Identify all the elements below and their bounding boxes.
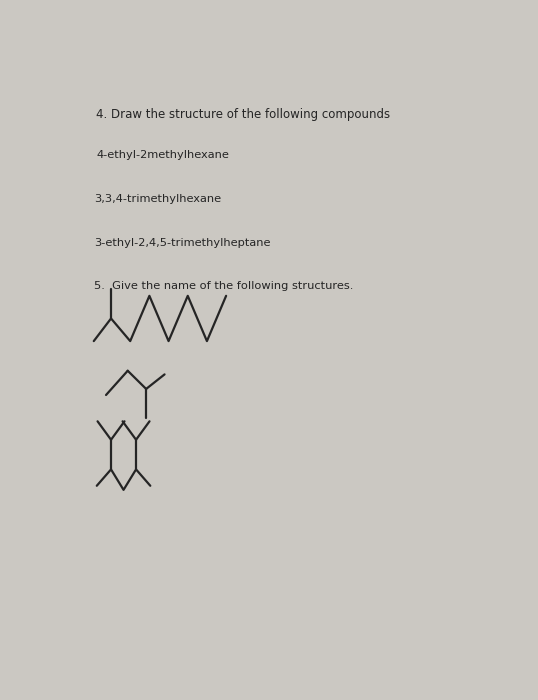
- Text: 5.  Give the name of the following structures.: 5. Give the name of the following struct…: [94, 281, 353, 290]
- Text: 3-ethyl-2,4,5-trimethylheptane: 3-ethyl-2,4,5-trimethylheptane: [94, 237, 271, 248]
- Text: 3,3,4-trimethylhexane: 3,3,4-trimethylhexane: [94, 195, 222, 204]
- Text: 4. Draw the structure of the following compounds: 4. Draw the structure of the following c…: [96, 108, 391, 121]
- Text: 4-ethyl-2methylhexane: 4-ethyl-2methylhexane: [96, 150, 229, 160]
